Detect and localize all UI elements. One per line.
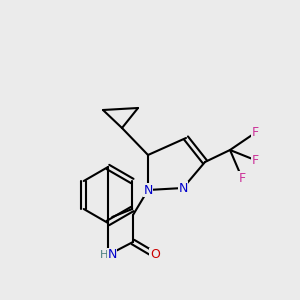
Text: F: F bbox=[238, 172, 246, 184]
Text: N: N bbox=[178, 182, 188, 194]
Text: F: F bbox=[251, 127, 259, 140]
Text: N: N bbox=[107, 248, 117, 262]
Text: F: F bbox=[251, 154, 259, 166]
Text: N: N bbox=[143, 184, 153, 196]
Text: O: O bbox=[150, 248, 160, 262]
Text: H: H bbox=[100, 250, 108, 260]
